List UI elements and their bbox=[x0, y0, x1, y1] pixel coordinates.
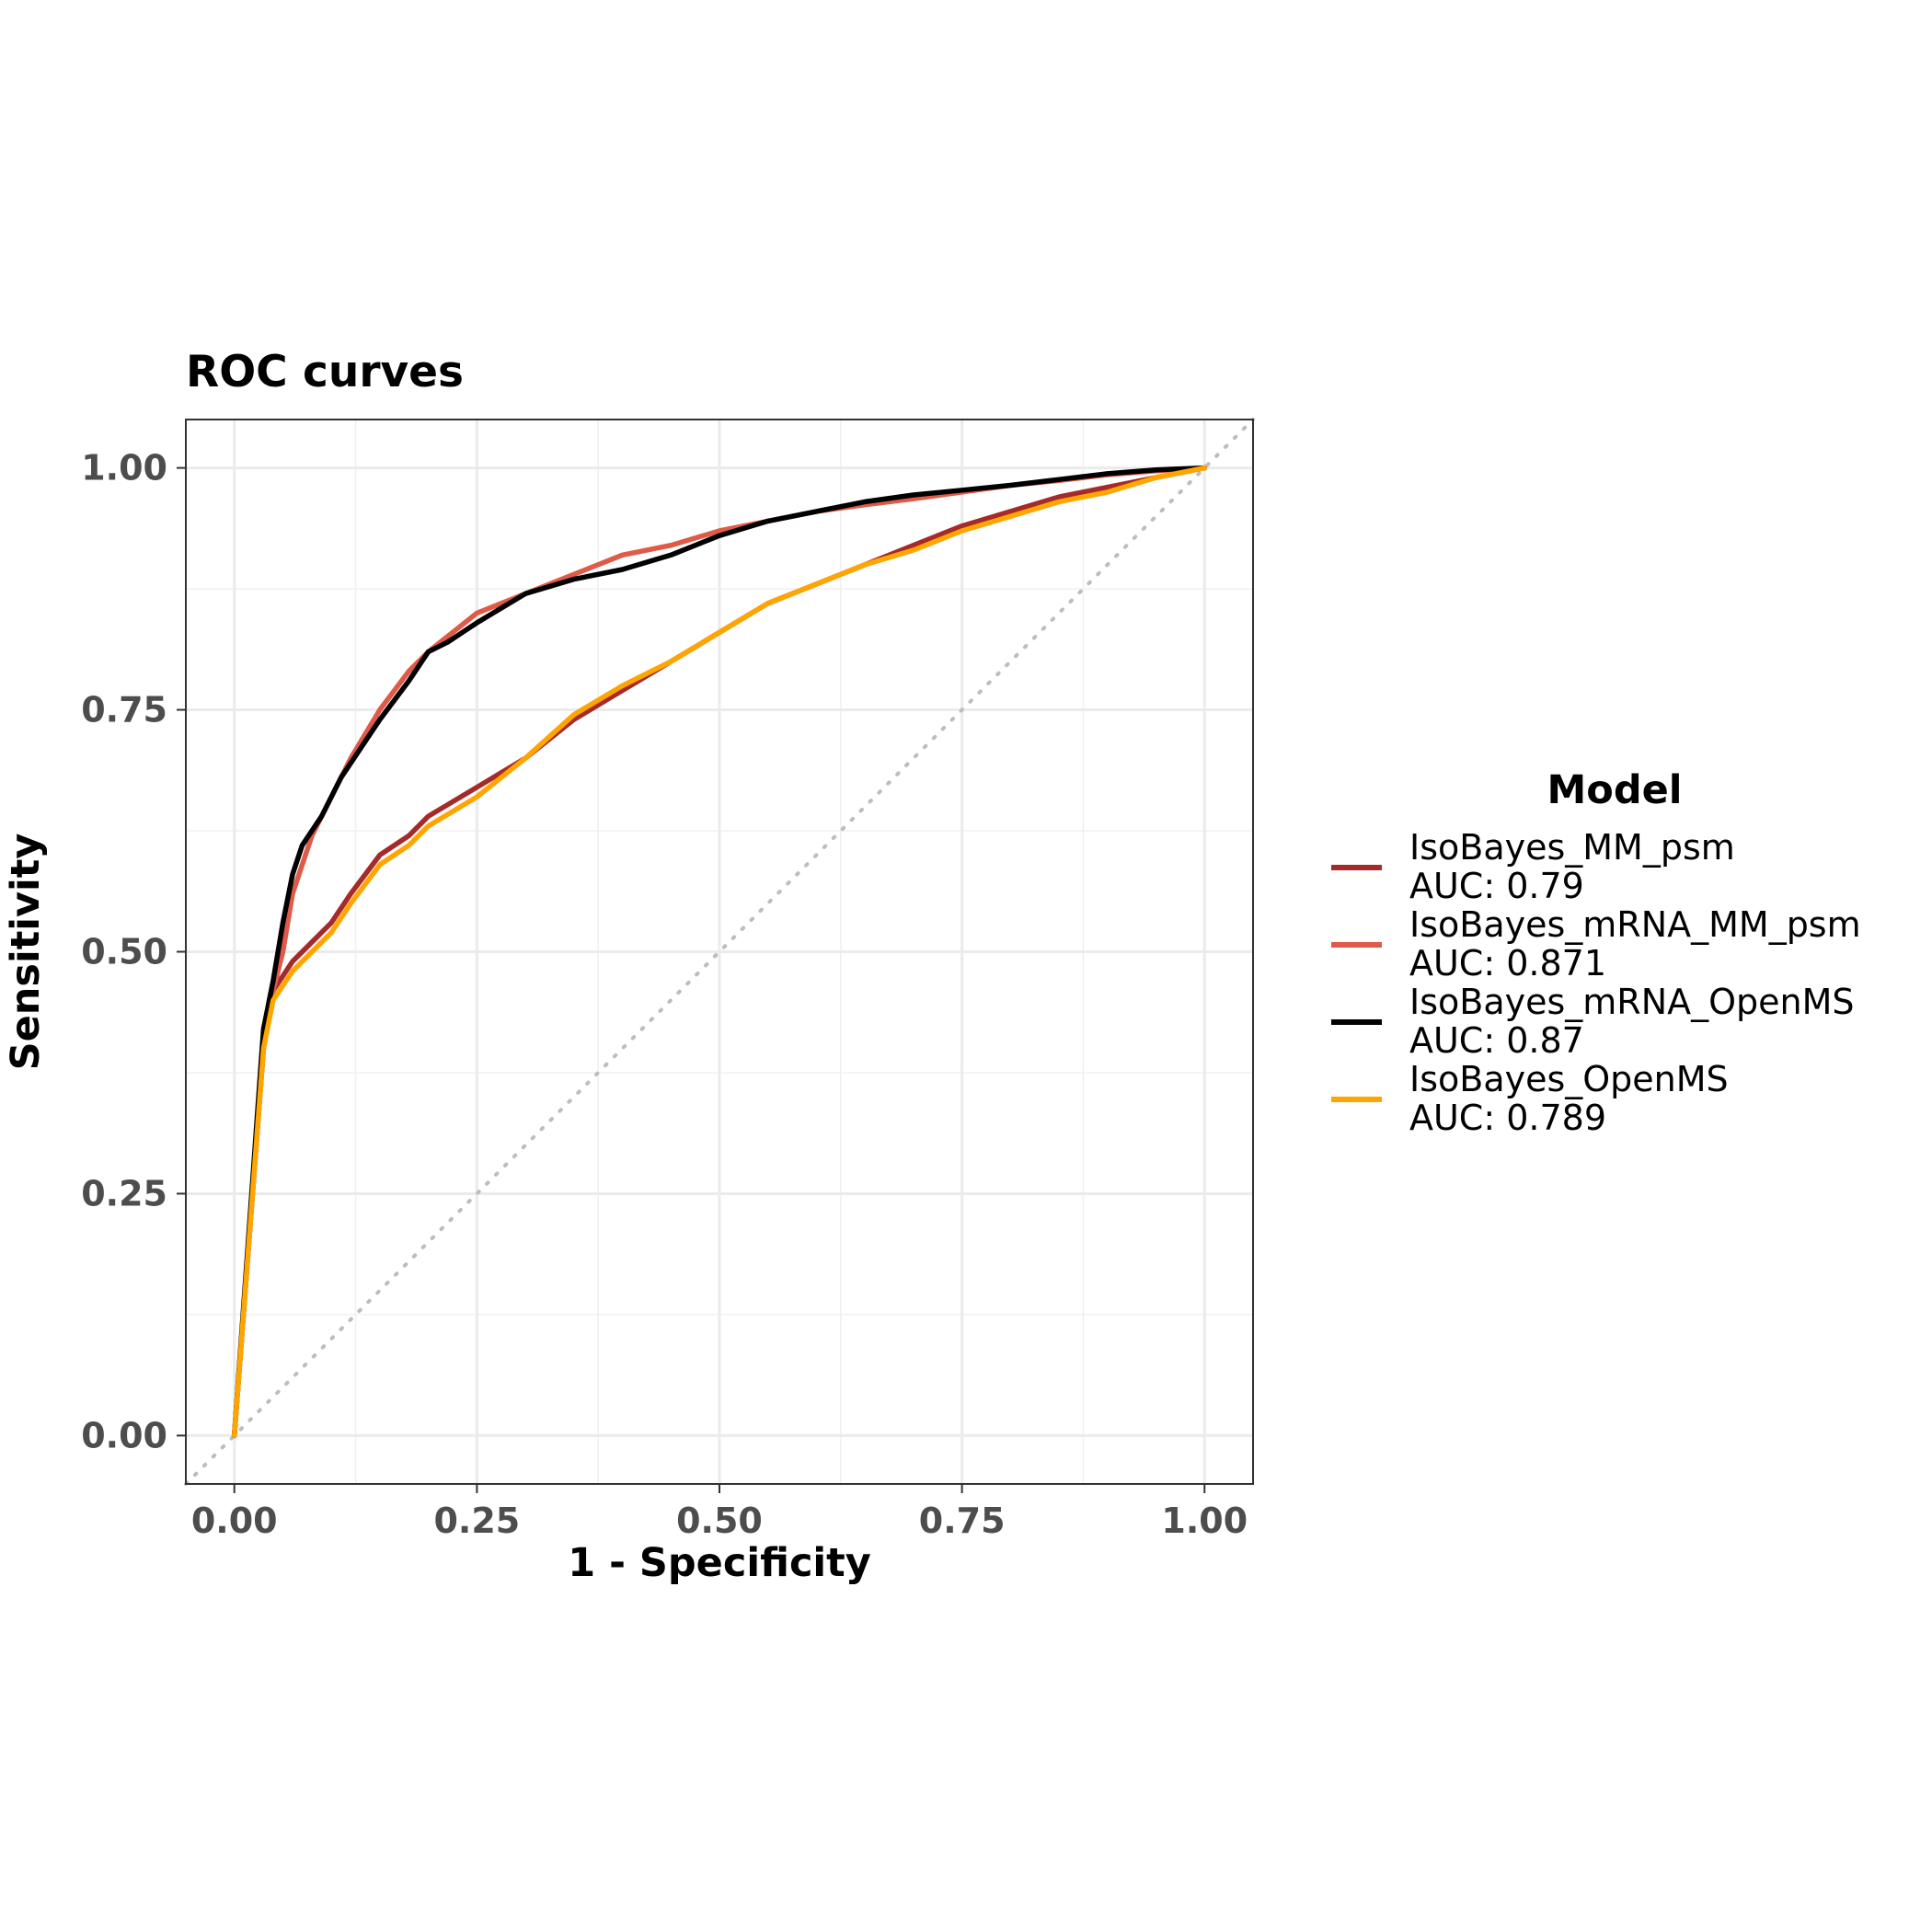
x-tick-label: 0.00 bbox=[191, 1501, 278, 1541]
x-axis-title: 1 - Specificity bbox=[568, 1540, 871, 1586]
x-tick-label: 1.00 bbox=[1161, 1501, 1248, 1541]
legend-series-name: IsoBayes_mRNA_OpenMS bbox=[1409, 982, 1855, 1022]
x-axis-ticks: 0.00 0.25 0.50 0.75 1.00 bbox=[191, 1484, 1248, 1541]
x-tick-label: 0.25 bbox=[433, 1501, 520, 1541]
legend-auc-label: AUC: 0.87 bbox=[1409, 1020, 1584, 1061]
x-tick-label: 0.50 bbox=[676, 1501, 763, 1541]
legend-title: Model bbox=[1547, 767, 1682, 813]
legend-series-name: IsoBayes_mRNA_MM_psm bbox=[1409, 904, 1861, 945]
x-tick-label: 0.75 bbox=[919, 1501, 1006, 1541]
y-tick-label: 0.75 bbox=[81, 690, 167, 730]
legend-auc-label: AUC: 0.789 bbox=[1409, 1098, 1606, 1138]
series-line bbox=[231, 465, 1208, 1439]
legend-auc-label: AUC: 0.871 bbox=[1409, 943, 1606, 983]
y-tick-label: 1.00 bbox=[81, 448, 167, 489]
series-line bbox=[231, 465, 1208, 1439]
major-gridlines bbox=[186, 420, 1253, 1484]
y-tick-label: 0.25 bbox=[81, 1173, 167, 1213]
y-axis-ticks: 0.00 0.25 0.50 0.75 1.00 bbox=[81, 448, 186, 1455]
y-tick-label: 0.00 bbox=[81, 1415, 167, 1455]
chart-title: ROC curves bbox=[186, 347, 464, 397]
series-line bbox=[231, 465, 1208, 1439]
y-tick-label: 0.50 bbox=[81, 932, 167, 972]
legend-series-name: IsoBayes_OpenMS bbox=[1409, 1059, 1729, 1099]
legend-auc-label: AUC: 0.79 bbox=[1409, 866, 1584, 906]
legend-series-name: IsoBayes_MM_psm bbox=[1409, 827, 1735, 868]
series-lines bbox=[231, 465, 1208, 1439]
y-axis-title: Sensitivity bbox=[3, 834, 49, 1071]
